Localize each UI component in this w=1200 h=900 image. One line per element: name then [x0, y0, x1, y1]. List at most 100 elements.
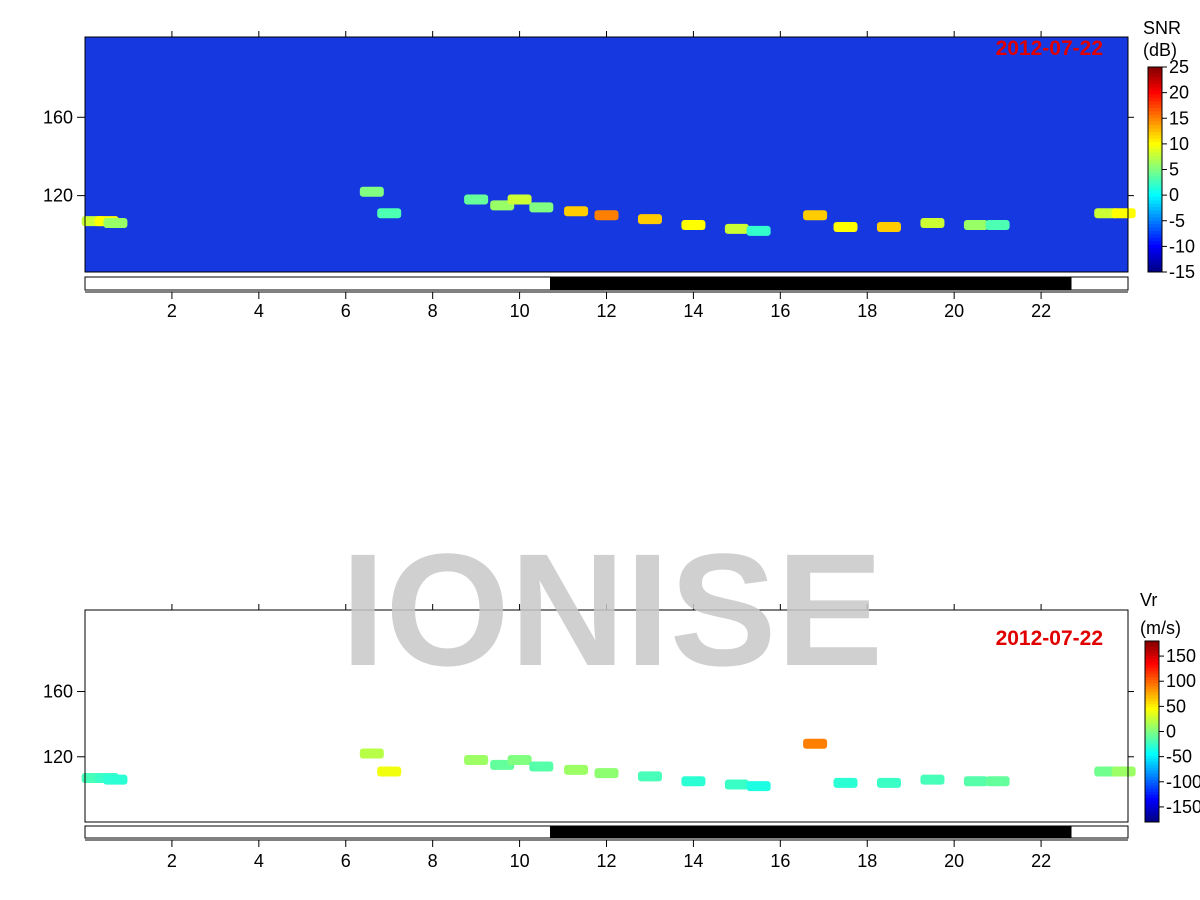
echo-cell — [746, 781, 771, 792]
colorbar-tick-label: 15 — [1169, 108, 1189, 128]
colorbar-segment — [1148, 227, 1162, 232]
colorbar-segment — [1145, 701, 1159, 705]
echo-cell — [803, 738, 828, 749]
echo-cell — [985, 776, 1010, 787]
x-tick-label: 14 — [683, 301, 703, 321]
colorbar-segment — [1148, 114, 1162, 119]
y-tick-label: 160 — [43, 107, 73, 127]
colorbar-segment — [1145, 644, 1159, 648]
echo-cell — [920, 774, 945, 785]
colorbar-segment — [1145, 809, 1159, 814]
colorbar-segment — [1148, 261, 1162, 266]
colorbar-segment — [1145, 803, 1159, 808]
colorbar-segment — [1148, 97, 1162, 102]
x-tick-label: 6 — [341, 301, 351, 321]
colorbar-segment — [1145, 776, 1159, 781]
x-tick-label: 2 — [167, 851, 177, 871]
echo-cell — [963, 220, 988, 230]
colorbar-segment — [1148, 265, 1162, 270]
x-tick-label: 20 — [944, 301, 964, 321]
echo-cell — [464, 755, 489, 766]
colorbar-tick-label: 0 — [1169, 185, 1179, 205]
colorbar-segment — [1148, 190, 1162, 194]
echo-cell — [920, 218, 945, 229]
colorbar-segment — [1145, 722, 1159, 726]
x-tick-label: 20 — [944, 851, 964, 871]
colorbar-segment — [1148, 135, 1162, 140]
colorbar-segment — [1145, 653, 1159, 657]
colorbar-segment — [1148, 125, 1162, 129]
echo-cell — [507, 194, 532, 205]
echo-cell — [1111, 766, 1136, 777]
echo-cell — [1111, 208, 1136, 219]
colorbar-segment — [1148, 155, 1162, 160]
colorbar-segment — [1145, 758, 1159, 763]
colorbar-segment — [1145, 686, 1159, 690]
colorbar-segment — [1148, 159, 1162, 164]
colorbar-segment — [1145, 692, 1159, 696]
colorbar-segment — [1145, 785, 1159, 790]
colorbar-label: (m/s) — [1140, 618, 1181, 638]
colorbar-segment — [1145, 650, 1159, 654]
colorbar-segment — [1145, 662, 1159, 666]
colorbar-segment — [1148, 231, 1162, 235]
colorbar-segment — [1148, 193, 1162, 198]
echo-cell — [529, 761, 554, 772]
x-tick-label: 22 — [1031, 851, 1051, 871]
colorbar-segment — [1148, 121, 1162, 126]
x-tick-label: 4 — [254, 301, 264, 321]
echo-cell — [833, 221, 858, 232]
colorbar-segment — [1148, 94, 1162, 99]
colorbar-segment — [1148, 131, 1162, 136]
colorbar-segment — [1145, 683, 1159, 687]
colorbar-tick-label: 25 — [1169, 57, 1189, 77]
echo-cell — [963, 776, 988, 787]
colorbar-tick-label: -150 — [1166, 797, 1200, 817]
x-tick-label: 22 — [1031, 301, 1051, 321]
x-tick-label: 18 — [857, 851, 877, 871]
echo-cell — [724, 223, 749, 234]
colorbar-segment — [1145, 794, 1159, 799]
x-tick-label: 12 — [596, 301, 616, 321]
watermark: IONISE — [341, 520, 883, 699]
colorbar-label: (dB) — [1143, 40, 1177, 60]
colorbar-segment — [1148, 90, 1162, 95]
echo-cell — [507, 755, 532, 766]
x-tick-label: 6 — [341, 851, 351, 871]
colorbar-segment — [1145, 788, 1159, 793]
colorbar-segment — [1148, 80, 1162, 85]
echo-cell — [985, 220, 1010, 230]
plot-background — [85, 610, 1128, 822]
colorbar-segment — [1145, 815, 1159, 820]
y-tick-label: 120 — [43, 747, 73, 767]
x-tick-label: 8 — [428, 301, 438, 321]
echo-cell — [833, 777, 858, 788]
colorbar-segment — [1148, 169, 1162, 174]
colorbar-segment — [1148, 108, 1162, 112]
colorbar-segment — [1145, 704, 1159, 708]
colorbar-segment — [1145, 779, 1159, 784]
colorbar-segment — [1145, 740, 1159, 745]
echo-cell — [681, 220, 706, 230]
colorbar-label: SNR — [1143, 18, 1181, 38]
colorbar-segment — [1148, 118, 1162, 123]
x-tick-label: 12 — [596, 851, 616, 871]
colorbar-segment — [1148, 152, 1162, 157]
colorbar-segment — [1148, 87, 1162, 92]
colorbar-segment — [1148, 220, 1162, 225]
echo-cell — [377, 766, 402, 777]
night-bar — [550, 277, 1072, 290]
echo-cell — [594, 210, 619, 221]
x-tick-label: 4 — [254, 851, 264, 871]
colorbar-segment — [1145, 710, 1159, 714]
colorbar-segment — [1148, 244, 1162, 249]
colorbar-segment — [1145, 782, 1159, 787]
colorbar-tick-label: 20 — [1169, 83, 1189, 103]
colorbar-segment — [1148, 138, 1162, 143]
colorbar-segment — [1145, 746, 1159, 751]
colorbar-segment — [1148, 179, 1162, 184]
echo-cell — [359, 186, 384, 197]
colorbar-segment — [1145, 770, 1159, 775]
x-tick-label: 18 — [857, 301, 877, 321]
